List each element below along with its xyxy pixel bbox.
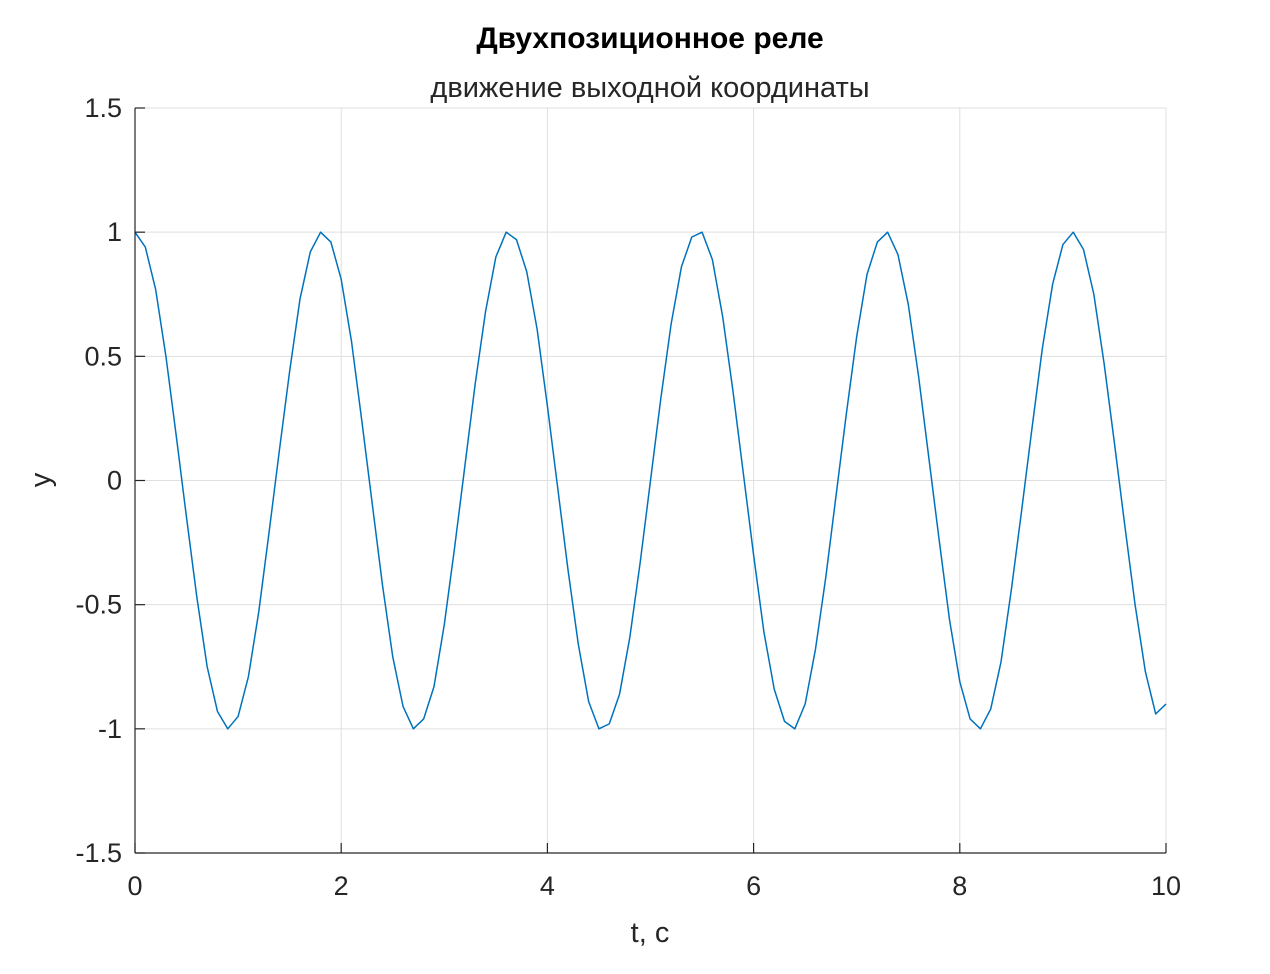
x-tick-label-1: 2 (334, 871, 349, 901)
chart-subtitle: движение выходной координаты (430, 72, 869, 104)
x-tick-label-0: 0 (127, 871, 142, 901)
ticks: 0 2 4 6 8 10 -1.5 -1 -0.5 0 0.5 1 1.5 (75, 93, 1181, 901)
y-tick-label-1: -1 (98, 714, 122, 744)
series-layer (134, 231, 1167, 730)
x-tick-label-5: 10 (1151, 871, 1181, 901)
series-line-0 (134, 231, 1167, 730)
y-tick-label-4: 0.5 (84, 341, 122, 371)
chart-title: Двухпозиционное реле (476, 22, 823, 55)
y-tick-label-2: -0.5 (75, 590, 122, 620)
y-tick-label-3: 0 (107, 466, 122, 496)
y-axis-label: y (25, 472, 57, 487)
y-tick-label-5: 1 (107, 217, 122, 247)
y-tick-label-6: 1.5 (84, 93, 122, 123)
x-tick-label-3: 6 (746, 871, 761, 901)
x-tick-label-4: 8 (952, 871, 967, 901)
y-tick-label-0: -1.5 (75, 838, 122, 868)
x-axis-label: t, с (631, 917, 670, 949)
x-tick-label-2: 4 (540, 871, 555, 901)
